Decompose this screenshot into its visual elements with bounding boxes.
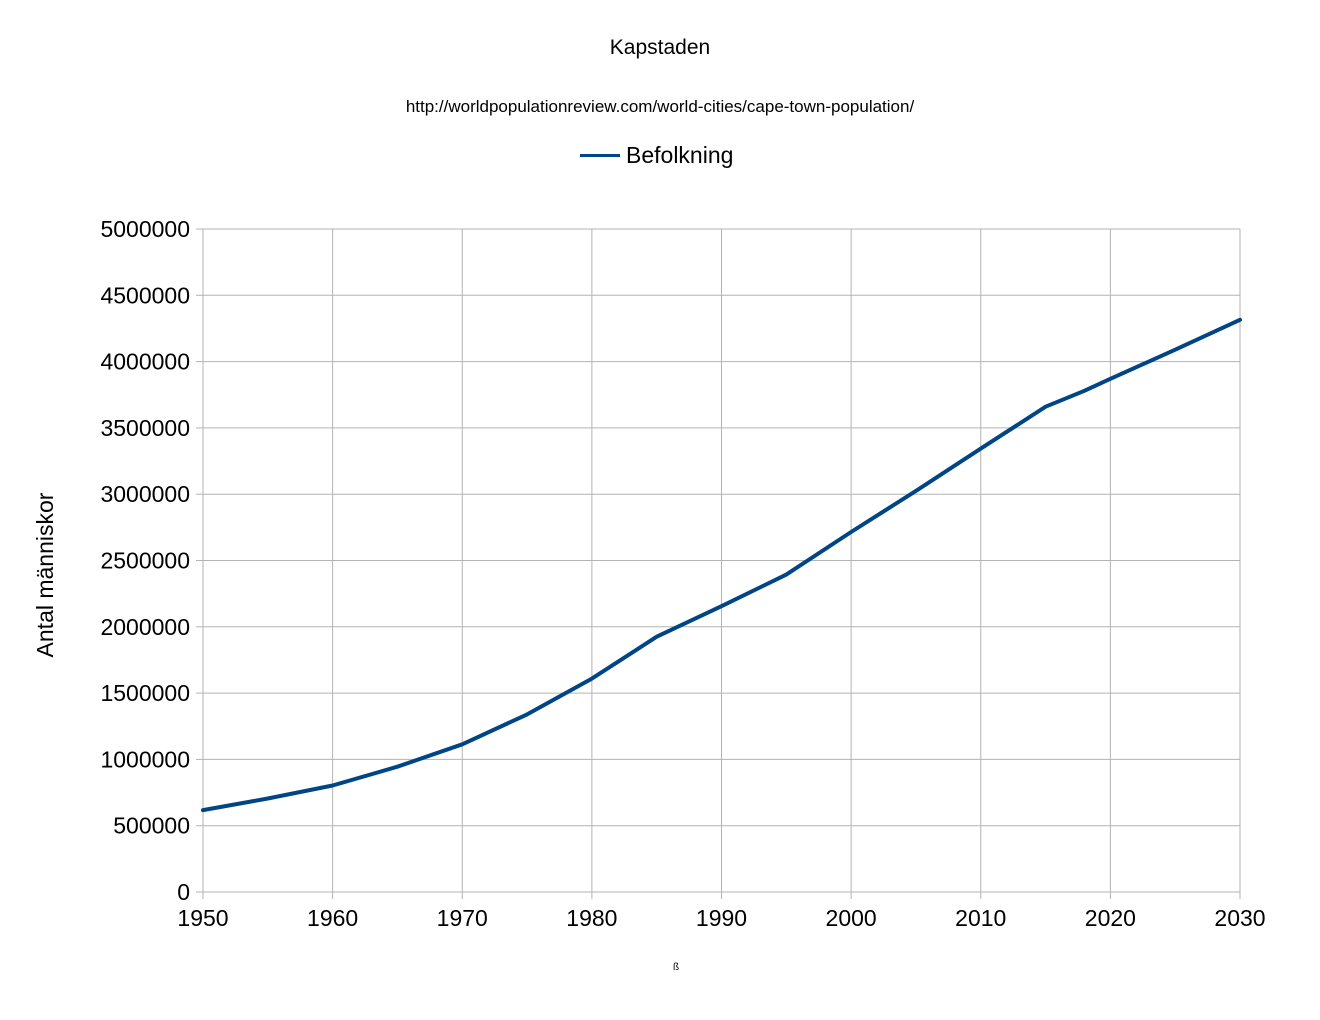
x-tick-label: 2020 [1085, 905, 1136, 931]
y-tick-label: 5000000 [100, 216, 190, 242]
x-tick-label: 1990 [696, 905, 747, 931]
x-tick-labels: 1950 1960 1970 1980 1990 2000 2010 2020 2030 [177, 905, 1265, 931]
x-tick-label: 2000 [826, 905, 877, 931]
series-line-befolkning [201, 317, 1242, 813]
x-tick-label: 1980 [566, 905, 617, 931]
y-tick-label: 4000000 [100, 349, 190, 375]
x-tick-label: 2010 [955, 905, 1006, 931]
y-tick-label: 1500000 [100, 680, 190, 706]
y-axis-label: Antal människor [32, 492, 58, 657]
y-tick-label: 0 [177, 879, 190, 905]
grid-lines [203, 228, 1241, 892]
y-tick-label: 1000000 [100, 746, 190, 772]
y-tick-label: 4500000 [100, 282, 190, 308]
y-tick-label: 3000000 [100, 481, 190, 507]
y-tick-label: 3500000 [100, 415, 190, 441]
y-tick-label: 2000000 [100, 614, 190, 640]
x-tick-label: 1960 [307, 905, 358, 931]
y-tick-label: 2500000 [100, 548, 190, 574]
legend-label: Befolkning [626, 141, 734, 168]
chart-title: Kapstaden [609, 36, 711, 59]
chart-subtitle: http://worldpopulationreview.com/world-c… [405, 97, 915, 116]
x-tick-label: 2030 [1214, 905, 1265, 931]
series-group [201, 317, 1242, 813]
y-tick-labels: 0 500000 1000000 1500000 2000000 2500000 30000… [100, 216, 190, 905]
axes [196, 228, 1241, 899]
legend: Befolkning [580, 140, 733, 170]
x-tick-label: 1950 [177, 905, 228, 931]
x-tick-label: 1970 [437, 905, 488, 931]
x-axis-label: ß [673, 962, 679, 973]
legend-swatch [580, 153, 620, 157]
y-tick-label: 500000 [113, 813, 190, 839]
